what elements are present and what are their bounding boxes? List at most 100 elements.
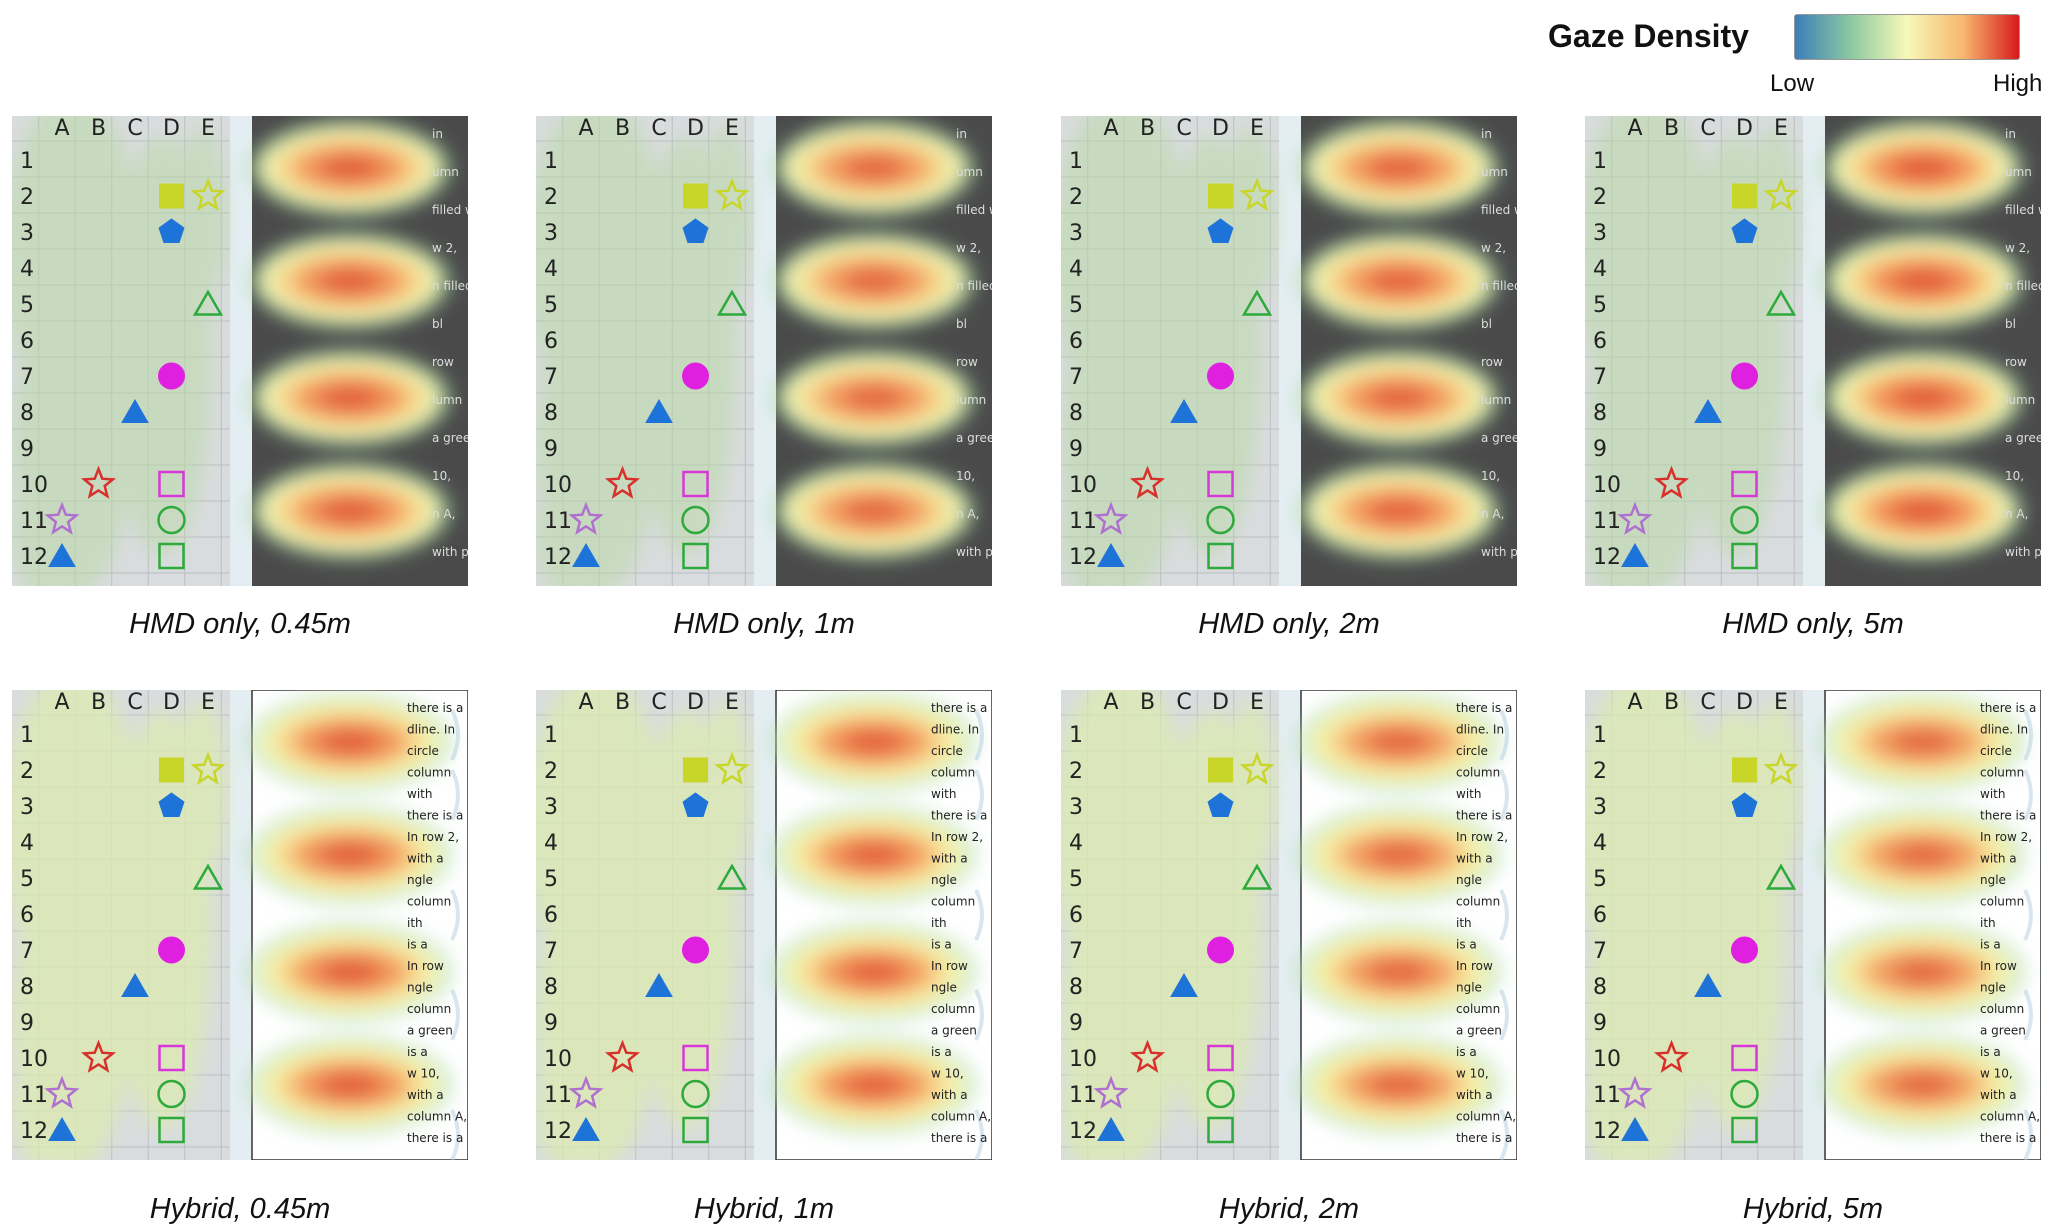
heat-wisp: [2023, 1109, 2033, 1160]
row-label: 3: [1593, 795, 1607, 820]
row-label: 11: [20, 509, 48, 534]
row-label: 2: [20, 759, 34, 784]
grid-symbol-triangle: [121, 399, 149, 423]
column-label: A: [54, 690, 69, 715]
haze-blob: [1226, 126, 1276, 306]
grid-symbol-square: [1208, 757, 1233, 783]
left-gaze-haze: [536, 690, 751, 1160]
row-label: 6: [1069, 903, 1083, 928]
column-label: B: [615, 116, 630, 141]
row-label: 3: [1069, 221, 1083, 246]
heat-wisp: [450, 769, 460, 821]
column-label: A: [578, 116, 593, 141]
panel-text: with a: [931, 1088, 968, 1102]
panel-text: ith: [1980, 916, 1996, 930]
panel-text: n filled with: [2005, 279, 2041, 293]
column-label: E: [1774, 116, 1788, 141]
row-label: 8: [1069, 401, 1083, 426]
column-label: A: [1627, 690, 1642, 715]
row-label: 6: [20, 903, 34, 928]
panel-text: there is a star filled with pink.: [1980, 1131, 2041, 1145]
panel-text: with: [407, 787, 432, 801]
grid-symbol-triangle: [1241, 289, 1273, 316]
heat-wisp: [1499, 769, 1509, 821]
grid-symbol-triangle: [645, 399, 673, 423]
row-label: 10: [1593, 1047, 1621, 1072]
column-label: E: [201, 690, 215, 715]
panel-text: column: [1456, 895, 1500, 909]
grid-symbol-square: [1207, 1116, 1234, 1144]
grid-symbol-square: [1732, 183, 1757, 209]
grid-symbol-square: [682, 542, 709, 570]
panel-text: In row 2,: [407, 830, 459, 844]
grid-symbol-star: [1239, 751, 1275, 785]
left-gaze-haze: [12, 690, 227, 1160]
panel-text: column: [1980, 895, 2024, 909]
row-label: 11: [1069, 509, 1097, 534]
grid-symbol-square: [683, 757, 708, 783]
heat-blob: [844, 960, 904, 984]
column-label: A: [1103, 690, 1118, 715]
grid-symbol-square: [1732, 757, 1757, 783]
column-label: D: [1736, 116, 1753, 141]
panel-text: column: [931, 895, 975, 909]
grid-symbol-circle: [158, 936, 185, 964]
panel-caption: HMD only, 2m: [1198, 608, 1380, 640]
row-label: 9: [1069, 437, 1083, 462]
heat-blob: [1369, 730, 1429, 754]
panel-text: n filled with: [1481, 279, 1517, 293]
row-label: 4: [544, 831, 558, 856]
panel-text: In row: [1456, 959, 1493, 973]
grid-symbol-circle: [1731, 362, 1758, 390]
row-label: 7: [1593, 939, 1607, 964]
row-label: 2: [1593, 185, 1607, 210]
panel-text: a green: [1456, 1024, 1502, 1038]
panel-text: there is a: [407, 701, 463, 715]
grid-symbol-star: [1093, 501, 1129, 535]
row-label: 4: [20, 257, 34, 282]
panel-text: w 2,: [1481, 241, 1506, 255]
panel-text: column: [407, 766, 451, 780]
row-label: 12: [1593, 1119, 1621, 1144]
panel-text: w 10,: [1980, 1067, 2013, 1081]
panel-text: is a: [407, 1045, 428, 1059]
panel-text: column: [1980, 1002, 2024, 1016]
panel-text: a green: [1481, 431, 1517, 445]
row-label: 5: [20, 867, 34, 892]
panel-text: In row: [407, 959, 444, 973]
grid-symbol-star: [190, 177, 226, 211]
column-label: B: [1664, 690, 1679, 715]
panel-text: a green: [956, 431, 992, 445]
heat-wisp: [2023, 769, 2033, 821]
row-label: 9: [1593, 437, 1607, 462]
haze-blob: [701, 126, 751, 306]
row-label: 5: [1593, 293, 1607, 318]
panel-text: row: [432, 355, 454, 369]
column-label: E: [725, 116, 739, 141]
column-label: C: [1700, 690, 1715, 715]
grid-symbol-circle: [157, 505, 186, 535]
column-label: A: [1627, 116, 1642, 141]
heat-blob: [1893, 499, 1953, 523]
grid-symbol-circle: [682, 936, 709, 964]
panel-text: column A,: [407, 1110, 467, 1124]
row-label: 11: [544, 509, 572, 534]
panel-caption: HMD only, 0.45m: [129, 608, 351, 640]
legend-title: Gaze Density: [1548, 18, 1749, 54]
column-label: C: [127, 690, 142, 715]
panel-text: is a: [1456, 938, 1477, 952]
row-label: 2: [1593, 759, 1607, 784]
row-label: 4: [1069, 257, 1083, 282]
panel-text: dline. In: [1980, 723, 2028, 737]
panel-text: in: [2005, 127, 2016, 141]
row-label: 7: [1593, 365, 1607, 390]
panel-text: column: [407, 1002, 451, 1016]
heat-blob: [1893, 960, 1953, 984]
row-label: 12: [20, 1119, 48, 1144]
panel-text: column: [1980, 766, 2024, 780]
column-label: D: [1212, 690, 1229, 715]
panel-text: with: [1456, 787, 1481, 801]
heatmap-panel: there is a dline. In circle column with there…: [12, 690, 468, 1160]
grid-symbol-star: [568, 1075, 604, 1109]
grid-symbol-square: [159, 183, 184, 209]
